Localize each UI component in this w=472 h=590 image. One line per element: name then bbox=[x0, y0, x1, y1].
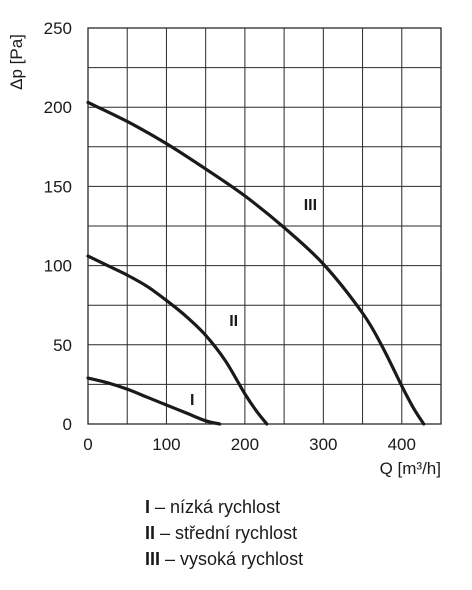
curve-label-iii: III bbox=[304, 197, 317, 214]
y-tick-label: 100 bbox=[44, 257, 72, 276]
legend-text-medium: – střední rychlost bbox=[155, 523, 298, 543]
pressure-flow-chart: 0 50 100 150 200 250 0 100 200 300 400 Δp [Pa] Q [m³… bbox=[7, 19, 442, 478]
legend-item-medium: II – střední rychlost bbox=[145, 520, 303, 546]
legend: I – nízká rychlost II – střední rychlost… bbox=[145, 494, 303, 572]
y-axis-label: Δp [Pa] bbox=[7, 34, 26, 90]
x-tick-label: 200 bbox=[231, 435, 259, 454]
y-tick-label: 200 bbox=[44, 98, 72, 117]
curve-label-i: I bbox=[190, 392, 194, 409]
y-tick-label: 250 bbox=[44, 19, 72, 38]
legend-text-high: – vysoká rychlost bbox=[160, 549, 304, 569]
plot-frame bbox=[87, 27, 442, 425]
x-tick-label: 300 bbox=[309, 435, 337, 454]
x-tick-label: 400 bbox=[388, 435, 416, 454]
legend-key-medium: II bbox=[145, 523, 156, 543]
x-tick-label: 100 bbox=[152, 435, 180, 454]
y-tick-label: 150 bbox=[44, 177, 72, 196]
curve-i bbox=[86, 376, 222, 426]
x-tick-label: 0 bbox=[83, 435, 92, 454]
y-tick-label: 50 bbox=[53, 336, 72, 355]
legend-key-low: I bbox=[145, 497, 151, 517]
legend-key-high: III bbox=[145, 549, 161, 569]
curve-iii bbox=[86, 100, 426, 426]
curve-ii bbox=[86, 254, 269, 426]
x-axis-label: Q [m³/h] bbox=[380, 459, 441, 478]
curve-label-ii: II bbox=[229, 313, 238, 330]
y-tick-label: 0 bbox=[63, 415, 72, 434]
legend-item-high: III – vysoká rychlost bbox=[145, 546, 303, 572]
legend-item-low: I – nízká rychlost bbox=[145, 494, 303, 520]
legend-text-low: – nízká rychlost bbox=[150, 497, 281, 517]
